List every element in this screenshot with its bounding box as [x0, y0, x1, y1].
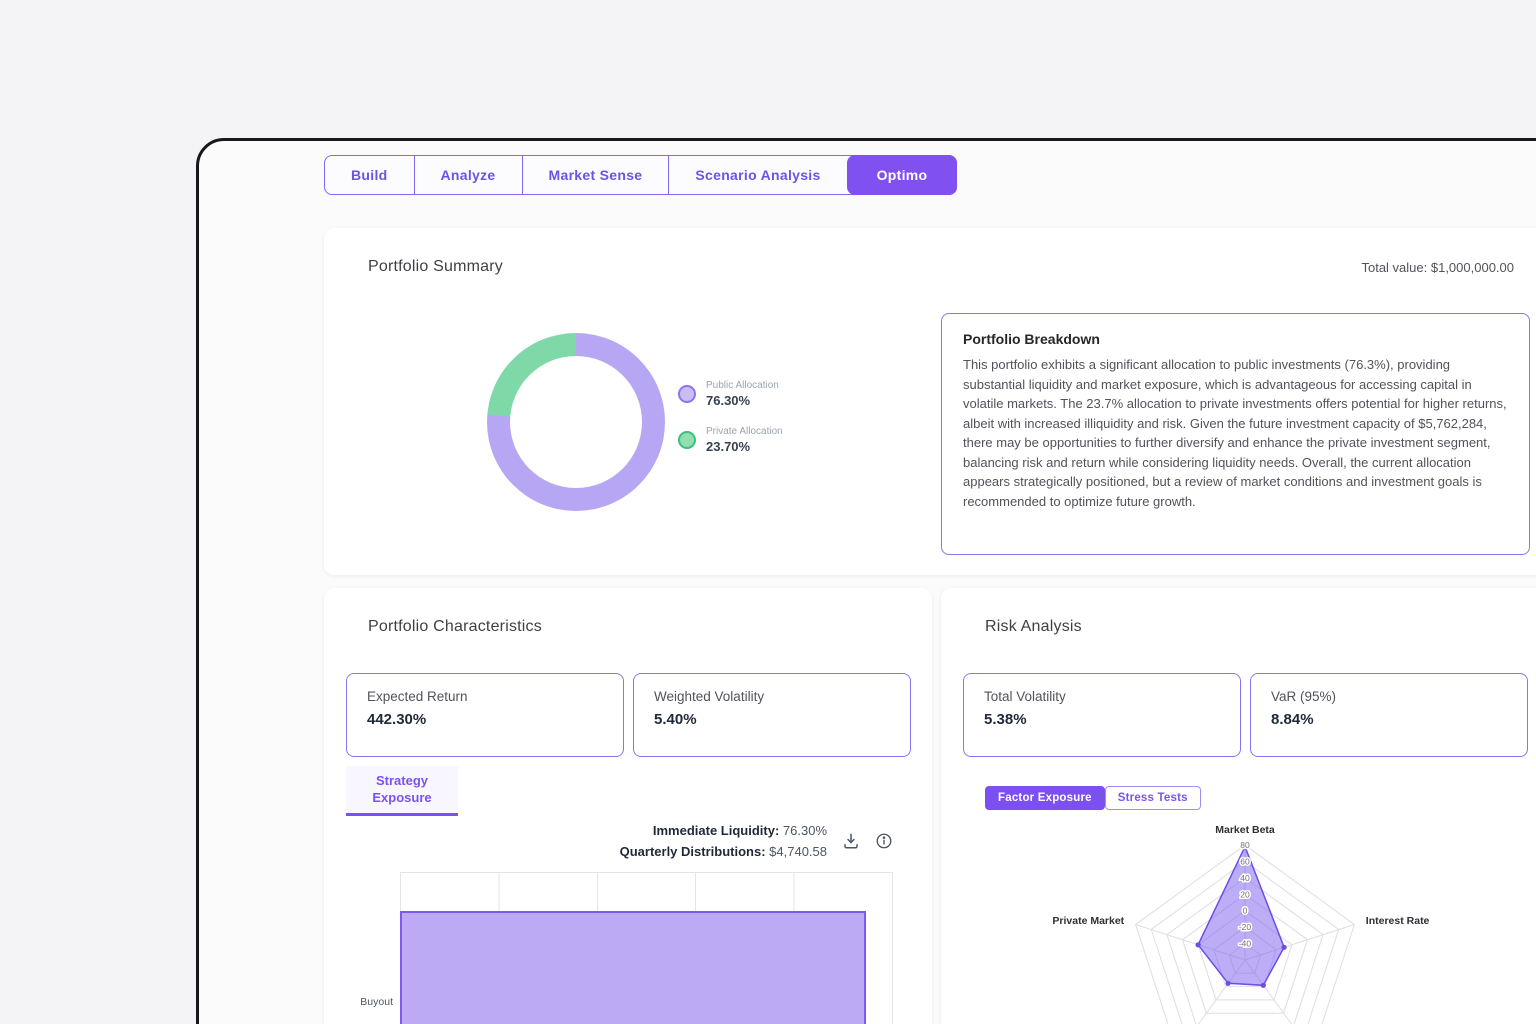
total-volatility-stat: Total Volatility 5.38% — [963, 673, 1241, 757]
factor-exposure-chart: 80 60 40 20 0 -20 -40 Market Beta Interest Rate P… — [1050, 822, 1490, 1024]
buyout-bar — [400, 911, 866, 1024]
donut-hole — [510, 356, 642, 488]
legend-value: 76.30% — [706, 393, 751, 408]
quarterly-distributions-value: $4,740.58 — [769, 844, 827, 859]
main-tab-bar: Build Analyze Market Sense Scenario Anal… — [324, 155, 958, 195]
legend-label: Private Allocation — [706, 426, 783, 437]
stat-label: Total Volatility — [984, 689, 1066, 704]
weighted-volatility-stat: Weighted Volatility 5.40% — [633, 673, 911, 757]
stat-value: 442.30% — [367, 711, 427, 728]
immediate-liquidity-label: Immediate Liquidity: — [652, 823, 780, 838]
info-icon[interactable] — [875, 832, 893, 850]
stat-label: Expected Return — [367, 689, 468, 704]
legend-item-private: Private Allocation 23.70% — [678, 426, 783, 454]
breakdown-body: This portfolio exhibits a significant al… — [963, 357, 1507, 509]
svg-text:60: 60 — [1240, 856, 1250, 866]
expected-return-stat: Expected Return 442.30% — [346, 673, 624, 757]
tab-strategy-exposure[interactable]: Strategy Exposure — [346, 766, 458, 816]
svg-text:0: 0 — [1243, 906, 1248, 916]
risk-analysis-card: Risk Analysis Total Volatility 5.38% VaR… — [941, 588, 1536, 1024]
risk-title: Risk Analysis — [985, 618, 1082, 635]
total-value: Total value: $1,000,000.00 — [1361, 260, 1514, 275]
legend-value: 23.70% — [706, 439, 751, 454]
tab-analyze[interactable]: Analyze — [413, 156, 522, 194]
private-allocation-swatch — [678, 431, 696, 449]
svg-text:-40: -40 — [1239, 939, 1252, 949]
summary-title: Portfolio Summary — [368, 258, 503, 275]
risk-view-toggle: Factor Exposure Stress Tests — [985, 786, 1201, 810]
svg-text:20: 20 — [1240, 889, 1250, 899]
tab-build[interactable]: Build — [325, 156, 414, 194]
public-allocation-swatch — [678, 385, 696, 403]
immediate-liquidity-value: 76.30% — [782, 823, 827, 838]
download-icon[interactable] — [842, 832, 860, 850]
stat-value: 8.84% — [1271, 711, 1314, 728]
strategy-exposure-chart — [400, 872, 893, 1024]
portfolio-characteristics-card: Portfolio Characteristics Expected Retur… — [324, 588, 932, 1024]
tab-market-sense[interactable]: Market Sense — [521, 156, 669, 194]
immediate-liquidity-row: Immediate Liquidity: 76.30% — [620, 820, 827, 841]
radar-chart: 80 60 40 20 0 -20 -40 Market Beta Interest Rate P… — [1052, 824, 1430, 1024]
stress-tests-button[interactable]: Stress Tests — [1104, 786, 1201, 810]
portfolio-summary-card: Portfolio Summary Total value: $1,000,00… — [324, 228, 1536, 575]
legend-label: Public Allocation — [706, 380, 779, 391]
portfolio-breakdown-panel: Portfolio Breakdown This portfolio exhib… — [941, 313, 1530, 555]
quarterly-distributions-row: Quarterly Distributions: $4,740.58 — [620, 841, 827, 862]
bar-category-label: Buyout — [360, 996, 393, 1008]
svg-text:Market Beta: Market Beta — [1215, 824, 1275, 836]
svg-text:Private Market: Private Market — [1052, 915, 1124, 927]
svg-text:-20: -20 — [1239, 922, 1252, 932]
factor-exposure-button[interactable]: Factor Exposure — [985, 786, 1105, 810]
svg-text:40: 40 — [1240, 873, 1250, 883]
characteristics-title: Portfolio Characteristics — [368, 618, 542, 635]
stat-value: 5.38% — [984, 711, 1027, 728]
stat-label: Weighted Volatility — [654, 689, 765, 704]
stat-label: VaR (95%) — [1271, 689, 1337, 704]
breakdown-title: Portfolio Breakdown — [963, 331, 1100, 347]
donut-legend: Public Allocation 76.30% Private Allocat… — [678, 380, 783, 454]
allocation-donut — [487, 333, 665, 511]
quarterly-distributions-label: Quarterly Distributions: — [619, 844, 766, 859]
tab-scenario-analysis[interactable]: Scenario Analysis — [668, 156, 846, 194]
chart-header: Immediate Liquidity: 76.30% Quarterly Di… — [620, 820, 893, 862]
stat-value: 5.40% — [654, 711, 697, 728]
svg-text:Interest Rate: Interest Rate — [1366, 915, 1430, 927]
var-stat: VaR (95%) 8.84% — [1250, 673, 1528, 757]
svg-text:80: 80 — [1240, 840, 1250, 850]
tab-optimo[interactable]: Optimo — [846, 155, 958, 195]
legend-item-public: Public Allocation 76.30% — [678, 380, 783, 408]
chart-header-text: Immediate Liquidity: 76.30% Quarterly Di… — [620, 820, 827, 862]
